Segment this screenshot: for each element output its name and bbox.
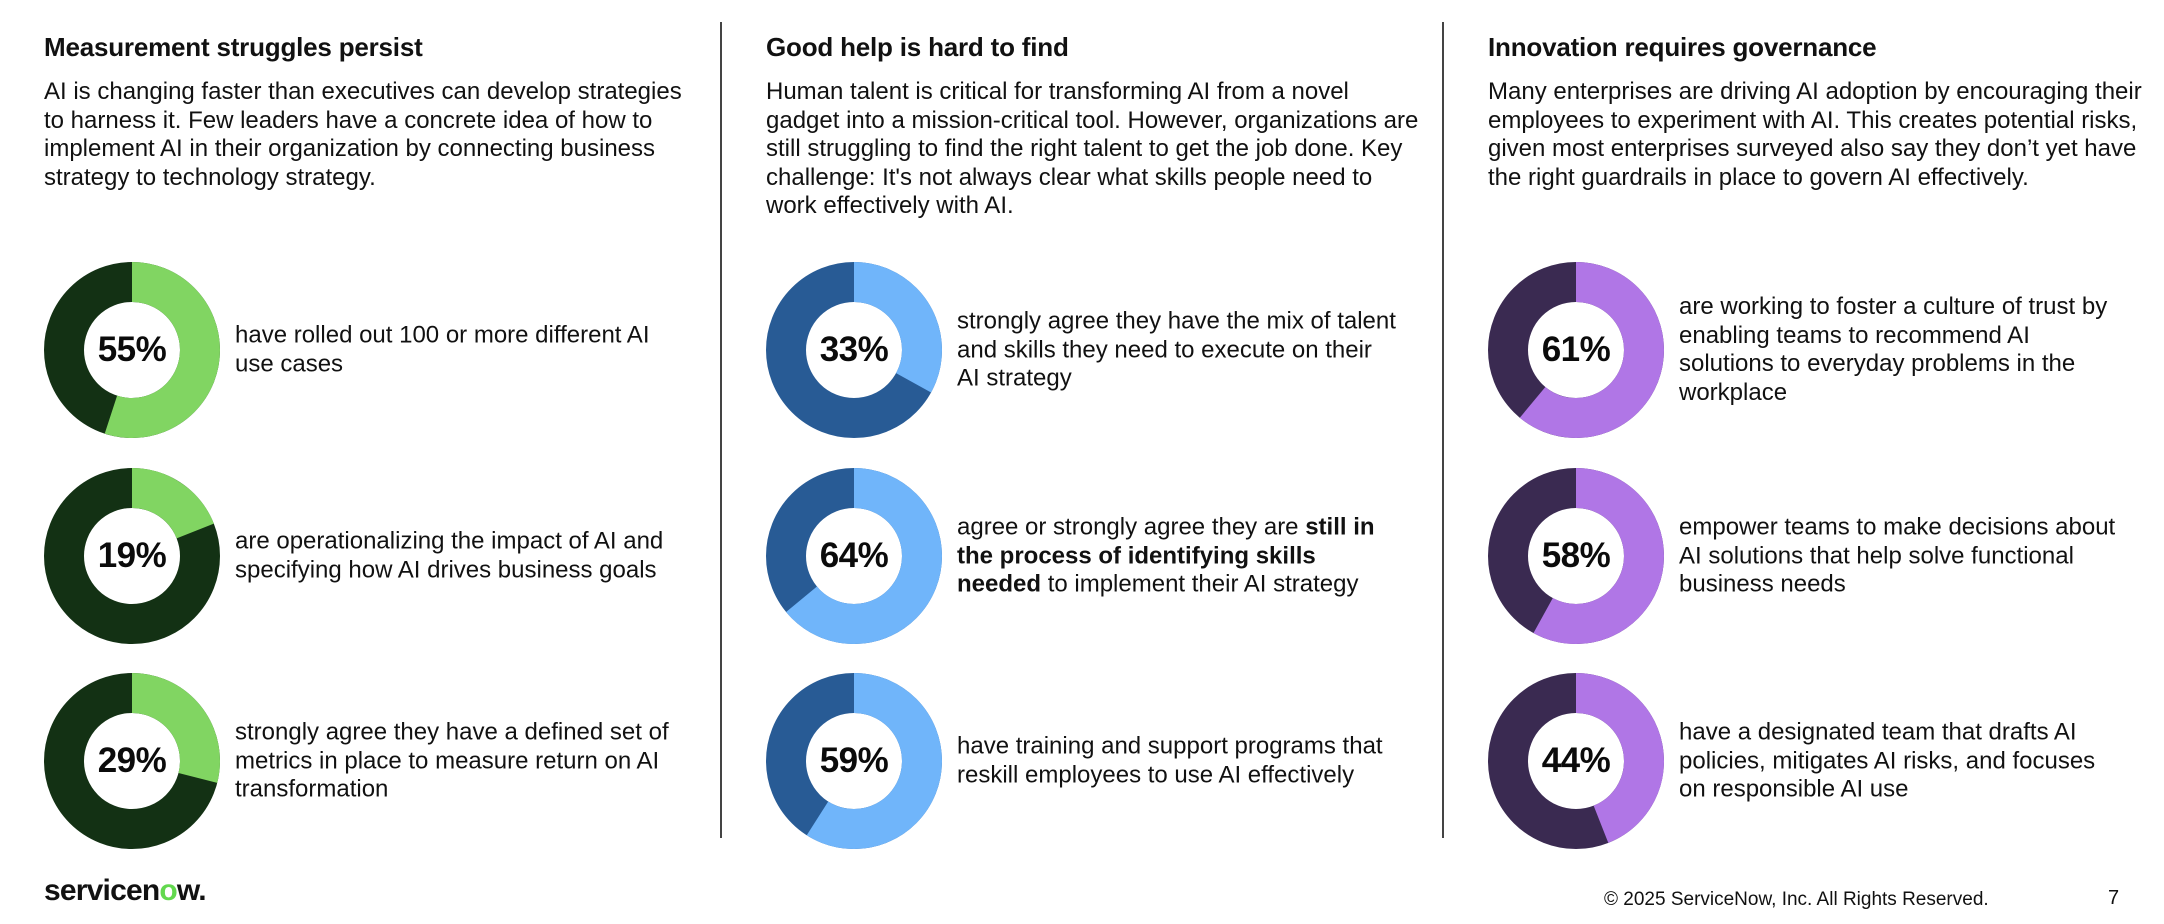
donut-svg (766, 673, 942, 849)
copyright-notice: © 2025 ServiceNow, Inc. All Rights Reser… (1604, 889, 1989, 910)
column-governance: Innovation requires governance Many ente… (1488, 28, 2148, 849)
donut-svg (44, 262, 220, 438)
stat-item: 44% have a designated team that drafts A… (1488, 673, 2148, 849)
donut-value-arc (1488, 468, 1664, 644)
column-divider (720, 22, 722, 838)
donut-svg (44, 673, 220, 849)
stat-description: are operationalizing the impact of AI an… (235, 528, 675, 585)
stat-description-part: agree or strongly agree they are (957, 513, 1306, 541)
column-talent: Good help is hard to find Human talent i… (766, 28, 1426, 849)
column-divider (1442, 22, 1444, 838)
stat-description-part: strongly agree they have a defined set o… (235, 718, 669, 803)
column-title: Measurement struggles persist (44, 32, 423, 62)
donut-value-arc (766, 262, 942, 438)
donut-value-arc (766, 468, 942, 644)
column-intro: Many enterprises are driving AI adoption… (1488, 78, 2142, 191)
stat-percentage: 59% (819, 741, 889, 780)
donut-chart (44, 673, 220, 849)
stat-item: 55% have rolled out 100 or more differen… (44, 262, 684, 438)
donut-value-arc (1488, 262, 1664, 438)
stat-description-part: strongly agree they have the mix of tale… (957, 307, 1396, 392)
donut-chart (1488, 673, 1664, 849)
stat-description-emphasis: still in the process of identifying skil… (957, 513, 1375, 598)
stat-description: have training and support programs that … (957, 733, 1397, 790)
stat-description-part: have training and support programs that … (957, 732, 1383, 789)
donut-chart (766, 262, 942, 438)
column-intro: AI is changing faster than executives ca… (44, 78, 682, 191)
stat-description: agree or strongly agree they are still i… (957, 513, 1397, 599)
stat-percentage: 29% (97, 741, 167, 780)
page-number: 7 (2108, 887, 2120, 909)
servicenow-logo: servicenow. (44, 874, 207, 907)
donut-svg (44, 468, 220, 644)
donut-value-arc (1488, 673, 1664, 849)
stat-item: 33% strongly agree they have the mix of … (766, 262, 1426, 438)
stat-description: strongly agree they have a defined set o… (235, 718, 675, 804)
column-intro: Human talent is critical for transformin… (766, 78, 1419, 219)
stat-item: 64% agree or strongly agree they are sti… (766, 468, 1426, 644)
stat-percentage: 44% (1541, 741, 1611, 780)
donut-chart (1488, 468, 1664, 644)
stat-percentage: 33% (819, 330, 889, 369)
donut-svg (1488, 468, 1664, 644)
donut-svg (1488, 673, 1664, 849)
stat-percentage: 19% (97, 536, 167, 575)
donut-value-arc (766, 673, 942, 849)
stat-description-part: are working to foster a culture of trust… (1679, 293, 2108, 406)
stat-percentage: 61% (1541, 330, 1611, 369)
donut-chart (1488, 262, 1664, 438)
donut-value-arc (44, 673, 220, 849)
stat-description-part: empower teams to make decisions about AI… (1679, 513, 2116, 598)
column-title: Good help is hard to find (766, 32, 1069, 62)
donut-value-arc (44, 262, 220, 438)
stat-item: 61% are working to foster a culture of t… (1488, 262, 2148, 438)
stat-description: strongly agree they have the mix of tale… (957, 307, 1397, 393)
donut-chart (44, 468, 220, 644)
stat-description-part: to implement their AI strategy (1041, 570, 1359, 598)
stat-percentage: 58% (1541, 536, 1611, 575)
stat-percentage: 55% (97, 330, 167, 369)
stat-item: 19% are operationalizing the impact of A… (44, 468, 684, 644)
donut-svg (1488, 262, 1664, 438)
donut-chart (766, 673, 942, 849)
column-measurement: Measurement struggles persist AI is chan… (44, 28, 684, 849)
stat-description-part: have rolled out 100 or more different AI… (235, 321, 650, 378)
stat-description-part: have a designated team that drafts AI po… (1679, 718, 2096, 803)
stat-item: 59% have training and support programs t… (766, 673, 1426, 849)
stat-percentage: 64% (819, 536, 889, 575)
donut-svg (766, 262, 942, 438)
donut-chart (44, 262, 220, 438)
stat-description: have rolled out 100 or more different AI… (235, 322, 675, 379)
column-title: Innovation requires governance (1488, 32, 1877, 62)
donut-svg (766, 468, 942, 644)
stat-item: 58% empower teams to make decisions abou… (1488, 468, 2148, 644)
stat-description-part: are operationalizing the impact of AI an… (235, 527, 664, 584)
donut-chart (766, 468, 942, 644)
stat-description: are working to foster a culture of trust… (1679, 293, 2119, 407)
stat-item: 29% strongly agree they have a defined s… (44, 673, 684, 849)
donut-value-arc (44, 468, 220, 644)
stat-description: empower teams to make decisions about AI… (1679, 513, 2119, 599)
stat-description: have a designated team that drafts AI po… (1679, 718, 2119, 804)
